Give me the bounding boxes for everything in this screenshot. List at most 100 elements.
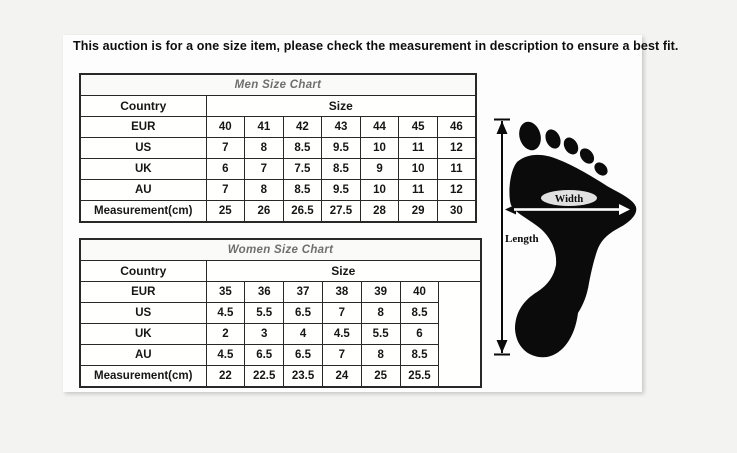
size-cell: 26 xyxy=(244,200,284,223)
women-table-title-row: Women Size Chart xyxy=(79,238,482,261)
men-uk-row: UK 6 7 7.5 8.5 9 10 11 xyxy=(79,158,477,180)
size-cell: 8 xyxy=(360,302,401,324)
size-cell: 9.5 xyxy=(321,137,361,159)
size-cell: 35 xyxy=(205,281,246,303)
width-arrow-icon xyxy=(505,204,630,215)
size-cell: 4.5 xyxy=(321,323,362,345)
size-cell: 25 xyxy=(360,365,401,388)
length-label: Length xyxy=(505,233,539,245)
women-country-header: Country xyxy=(79,260,207,282)
men-size-table: Men Size Chart Country Size EUR 40 41 42… xyxy=(79,73,477,223)
men-table-title-row: Men Size Chart xyxy=(79,73,477,96)
size-cell: 28 xyxy=(359,200,400,223)
size-cell: 8.5 xyxy=(282,137,323,159)
size-cell: 24 xyxy=(321,365,362,388)
empty-cell xyxy=(438,281,482,388)
size-cell: 38 xyxy=(321,281,362,303)
size-cell: 7.5 xyxy=(282,158,323,180)
notice-text: This auction is for a one size item, ple… xyxy=(73,39,679,53)
size-cell: 37 xyxy=(283,281,323,303)
size-cell: 9.5 xyxy=(321,179,361,201)
size-cell: 7 xyxy=(321,302,362,324)
size-cell: 44 xyxy=(359,116,400,138)
women-size-table: Women Size Chart Country Size EUR 35 36 … xyxy=(79,238,482,388)
women-measurement-row: Measurement(cm) 22 22.5 23.5 24 25 25.5 xyxy=(79,365,481,388)
women-au-row: AU 4.5 6.5 6.5 7 8 8.5 xyxy=(79,344,481,366)
size-cell: 39 xyxy=(360,281,401,303)
size-cell: 23.5 xyxy=(283,365,323,388)
size-cell: 22.5 xyxy=(244,365,285,388)
men-measurement-row: Measurement(cm) 25 26 26.5 27.5 28 29 30 xyxy=(79,200,477,223)
women-eur-row: EUR 35 36 37 38 39 40 xyxy=(79,281,482,388)
footprint-icon xyxy=(509,121,637,358)
size-cell: 7 xyxy=(244,158,284,180)
size-cell: 7 xyxy=(205,179,246,201)
size-cell: 5.5 xyxy=(360,323,401,345)
women-uk-row: UK 2 3 4 4.5 5.5 6 xyxy=(79,323,481,345)
size-cell: 8 xyxy=(360,344,401,366)
row-label: EUR xyxy=(79,281,207,303)
women-us-row: US 4.5 5.5 6.5 7 8 8.5 xyxy=(79,302,481,324)
row-label: US xyxy=(79,137,207,159)
size-cell: 11 xyxy=(398,137,438,159)
size-cell: 8 xyxy=(244,137,284,159)
size-cell: 11 xyxy=(398,179,438,201)
size-cell: 45 xyxy=(398,116,438,138)
size-cell: 4 xyxy=(283,323,323,345)
size-cell: 3 xyxy=(244,323,285,345)
row-label: AU xyxy=(79,179,207,201)
size-cell: 46 xyxy=(436,116,477,138)
size-cell: 22 xyxy=(205,365,246,388)
size-cell: 12 xyxy=(436,179,477,201)
men-table-title: Men Size Chart xyxy=(79,73,477,96)
length-arrow-up-head xyxy=(496,121,508,134)
size-cell: 40 xyxy=(205,116,246,138)
men-au-row: AU 7 8 8.5 9.5 10 11 12 xyxy=(79,179,477,201)
size-cell: 41 xyxy=(244,116,284,138)
size-cell: 10 xyxy=(359,137,400,159)
foot-diagram: Length Width xyxy=(494,118,637,358)
size-cell: 30 xyxy=(436,200,477,223)
men-country-header: Country xyxy=(79,95,207,117)
men-us-row: US 7 8 8.5 9.5 10 11 12 xyxy=(79,137,477,159)
size-cell: 27.5 xyxy=(321,200,361,223)
size-cell: 26.5 xyxy=(282,200,323,223)
size-cell: 6.5 xyxy=(244,344,285,366)
size-cell: 40 xyxy=(399,281,440,303)
size-cell: 9 xyxy=(359,158,400,180)
size-cell: 4.5 xyxy=(205,302,246,324)
women-size-header: Size xyxy=(205,260,482,282)
men-size-header: Size xyxy=(205,95,477,117)
size-cell: 2 xyxy=(205,323,246,345)
length-arrow-icon xyxy=(494,118,510,356)
row-label: AU xyxy=(79,344,207,366)
size-cell: 8.5 xyxy=(282,179,323,201)
size-cell: 7 xyxy=(205,137,246,159)
row-label: Measurement(cm) xyxy=(79,365,207,388)
size-cell: 6.5 xyxy=(283,302,323,324)
size-cell: 4.5 xyxy=(205,344,246,366)
women-table-header-row: Country Size xyxy=(79,260,482,282)
men-eur-row: EUR 40 41 42 43 44 45 46 xyxy=(79,116,477,138)
size-cell: 8.5 xyxy=(399,302,440,324)
size-cell: 8.5 xyxy=(321,158,361,180)
size-cell: 25.5 xyxy=(399,365,440,388)
width-label: Width xyxy=(555,194,584,205)
size-cell: 6.5 xyxy=(283,344,323,366)
size-cell: 7 xyxy=(321,344,362,366)
width-label-backplate xyxy=(541,190,597,206)
size-cell: 6 xyxy=(205,158,246,180)
size-cell: 10 xyxy=(359,179,400,201)
size-cell: 8.5 xyxy=(399,344,440,366)
size-cell: 11 xyxy=(436,158,477,180)
size-cell: 8 xyxy=(244,179,284,201)
size-cell: 42 xyxy=(282,116,323,138)
length-arrow-down-head xyxy=(496,340,508,353)
size-cell: 10 xyxy=(398,158,438,180)
row-label: EUR xyxy=(79,116,207,138)
row-label: UK xyxy=(79,323,207,345)
size-cell: 6 xyxy=(399,323,440,345)
size-cell: 12 xyxy=(436,137,477,159)
size-cell: 43 xyxy=(321,116,361,138)
row-label: US xyxy=(79,302,207,324)
